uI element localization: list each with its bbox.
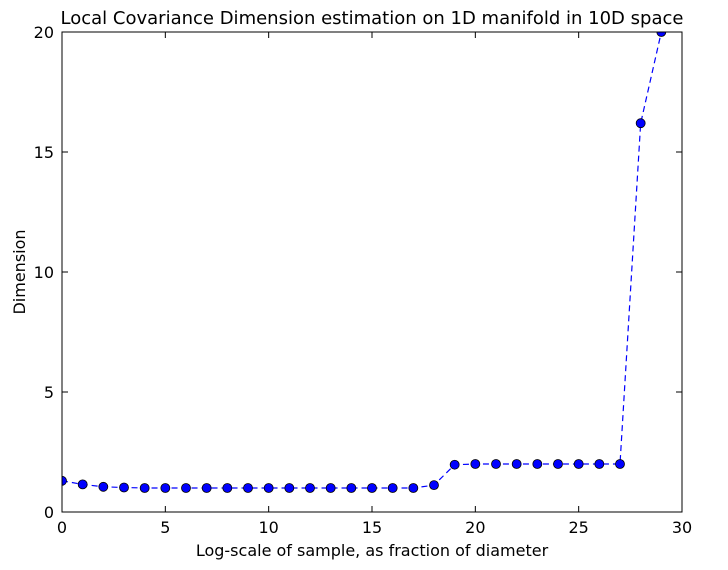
data-point	[284, 483, 295, 493]
x-tick-label: 5	[160, 518, 170, 537]
data-point	[511, 459, 522, 469]
chart-title: Local Covariance Dimension estimation on…	[61, 8, 684, 29]
data-point	[263, 483, 274, 493]
y-tick-label: 20	[34, 23, 54, 42]
data-point	[77, 479, 88, 490]
data-point	[325, 483, 336, 493]
data-point	[408, 483, 419, 493]
data-point	[201, 483, 212, 493]
x-tick-label: 20	[465, 518, 485, 537]
data-point	[119, 482, 129, 493]
y-tick-label: 10	[34, 263, 54, 282]
data-point	[181, 483, 191, 493]
data-point	[449, 459, 460, 470]
data-point	[346, 483, 357, 493]
data-point	[98, 481, 109, 492]
data-point	[305, 483, 315, 493]
ticks-layer: 0 5 10 15 20 25 30 0 5 10 15 20	[34, 23, 693, 537]
y-tick-label: 15	[34, 143, 54, 162]
data-point	[160, 483, 171, 493]
data-point	[387, 483, 398, 493]
data-point	[491, 459, 501, 469]
x-tick-label: 30	[672, 518, 692, 537]
data-point	[573, 459, 584, 469]
series-group	[62, 32, 667, 493]
data-point	[429, 480, 439, 491]
data-point	[367, 483, 377, 493]
data-point	[656, 32, 667, 37]
data-point	[553, 459, 563, 469]
data-point	[635, 118, 646, 129]
y-tick-label: 5	[44, 383, 54, 402]
x-tick-label: 15	[362, 518, 382, 537]
plot-layer	[62, 32, 667, 493]
y-axis-label: Dimension	[10, 229, 29, 314]
data-point	[62, 475, 67, 486]
x-tick-label: 25	[568, 518, 588, 537]
data-point	[222, 483, 233, 493]
series-line	[62, 32, 662, 489]
data-point	[139, 483, 150, 493]
data-point	[470, 459, 481, 469]
data-point	[243, 483, 253, 493]
plot-frame	[61, 31, 683, 513]
data-point	[615, 459, 625, 469]
data-point	[594, 459, 605, 469]
x-tick-label: 0	[57, 518, 67, 537]
y-tick-label: 0	[44, 503, 54, 522]
x-axis-label: Log-scale of sample, as fraction of diam…	[196, 541, 549, 560]
x-tick-label: 10	[258, 518, 278, 537]
data-point	[532, 459, 543, 469]
